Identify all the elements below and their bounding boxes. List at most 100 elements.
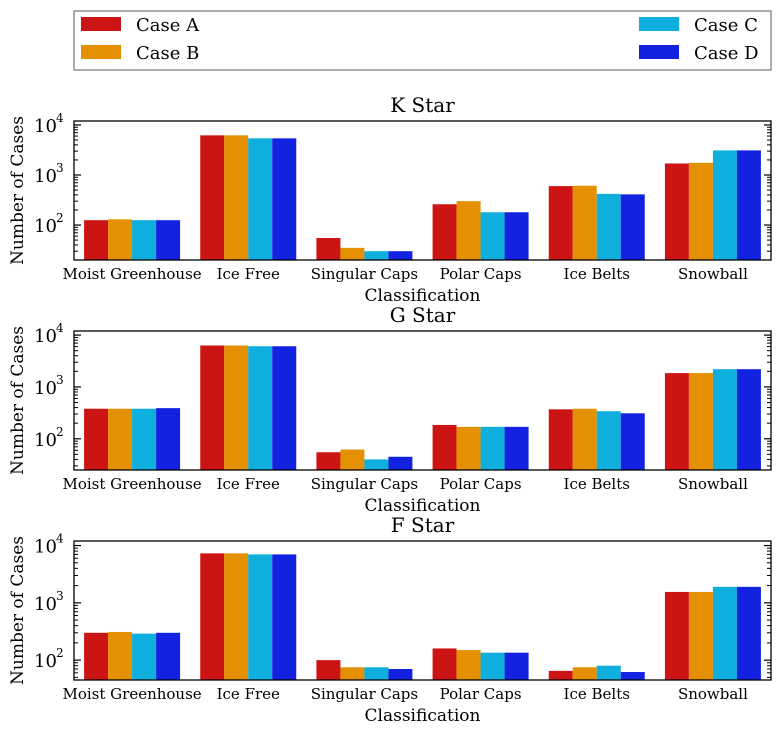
- bar-moist-greenhouse-case-b: [108, 408, 133, 470]
- axes-frame: [73, 540, 772, 681]
- bar-moist-greenhouse-case-c: [132, 633, 157, 680]
- y-tick-label: 10: [34, 651, 57, 672]
- bar-singular-caps-case-a: [316, 238, 341, 260]
- x-axis-label: Classification: [365, 706, 481, 726]
- bar-ice-belts-case-c: [596, 665, 621, 680]
- category-label-singular-caps: Singular Caps: [311, 265, 418, 283]
- bar-singular-caps-case-c: [364, 459, 389, 470]
- bar-ice-belts-case-a: [548, 670, 573, 680]
- bar-ice-belts-case-d: [620, 194, 645, 260]
- bar-polar-caps-case-a: [432, 424, 457, 470]
- category-label-polar-caps: Polar Caps: [440, 475, 522, 493]
- y-tick-label-exponent: 2: [56, 425, 64, 439]
- bar-singular-caps-case-b: [340, 247, 365, 260]
- panel-f-star: F Star Moist Greenhouse Ice Free Singular C…: [8, 513, 772, 726]
- category-label-moist-greenhouse: Moist Greenhouse: [62, 265, 201, 283]
- bar-polar-caps-case-c: [480, 212, 505, 260]
- bar-ice-free-case-b: [224, 135, 249, 260]
- y-tick-label: 10: [34, 116, 57, 137]
- chart-title: G Star: [390, 303, 456, 327]
- category-label-singular-caps: Singular Caps: [311, 685, 418, 703]
- bar-ice-free-case-d: [272, 554, 297, 680]
- bar-ice-free-case-c: [248, 554, 273, 680]
- category-label-polar-caps: Polar Caps: [440, 265, 522, 283]
- bar-ice-free-case-d: [272, 346, 297, 470]
- category-label-ice-free: Ice Free: [217, 265, 280, 283]
- y-tick-label-exponent: 4: [56, 111, 64, 125]
- legend-swatch-case-a: [81, 17, 121, 31]
- bar-ice-belts-case-d: [620, 413, 645, 470]
- bar-moist-greenhouse-case-d: [156, 408, 181, 470]
- y-tick-label: 10: [34, 326, 57, 347]
- category-label-ice-belts: Ice Belts: [564, 685, 630, 703]
- bar-polar-caps-case-b: [456, 650, 481, 680]
- legend-swatch-case-b: [81, 45, 121, 59]
- bar-moist-greenhouse-case-a: [84, 220, 109, 260]
- x-axis-label: Classification: [365, 496, 481, 516]
- bar-ice-belts-case-a: [548, 409, 573, 470]
- category-label-ice-belts: Ice Belts: [564, 475, 630, 493]
- bar-ice-belts-case-b: [572, 408, 597, 470]
- panel-g-star: G Star Moist Greenhouse Ice Free Singular C…: [8, 303, 772, 516]
- bar-ice-belts-case-d: [620, 672, 645, 680]
- bar-snowball-case-b: [688, 373, 713, 470]
- bar-ice-free-case-a: [200, 345, 225, 470]
- bar-ice-belts-case-c: [596, 193, 621, 260]
- category-label-snowball: Snowball: [678, 685, 748, 703]
- bar-polar-caps-case-b: [456, 426, 481, 470]
- category-label-moist-greenhouse: Moist Greenhouse: [62, 685, 201, 703]
- bar-singular-caps-case-d: [388, 251, 413, 260]
- y-tick-label-exponent: 3: [56, 373, 64, 387]
- bar-moist-greenhouse-case-c: [132, 220, 157, 260]
- bar-moist-greenhouse-case-d: [156, 632, 181, 680]
- legend: Case A Case B Case C Case D: [73, 10, 772, 71]
- category-label-polar-caps: Polar Caps: [440, 685, 522, 703]
- bar-ice-free-case-a: [200, 135, 225, 260]
- y-axis-label: Number of Cases: [8, 116, 28, 265]
- bar-moist-greenhouse-case-b: [108, 631, 133, 680]
- y-tick-label: 10: [34, 430, 57, 451]
- category-label-ice-belts: Ice Belts: [564, 265, 630, 283]
- category-label-snowball: Snowball: [678, 475, 748, 493]
- chart-title: K Star: [390, 93, 455, 117]
- bar-moist-greenhouse-case-d: [156, 220, 181, 260]
- y-axis-label: Number of Cases: [8, 536, 28, 685]
- bar-ice-belts-case-c: [596, 411, 621, 470]
- panel-k-star: K Star Moist Greenhouse Ice Free Singular C…: [8, 93, 772, 306]
- bar-snowball-case-c: [712, 586, 737, 680]
- category-label-ice-free: Ice Free: [217, 475, 280, 493]
- bar-polar-caps-case-a: [432, 648, 457, 680]
- bar-snowball-case-c: [712, 150, 737, 260]
- bar-singular-caps-case-a: [316, 452, 341, 470]
- bar-snowball-case-d: [736, 586, 761, 680]
- legend-swatch-case-c: [639, 17, 679, 31]
- bar-snowball-case-b: [688, 162, 713, 260]
- bar-ice-free-case-b: [224, 553, 249, 680]
- bar-singular-caps-case-b: [340, 667, 365, 680]
- category-label-moist-greenhouse: Moist Greenhouse: [62, 475, 201, 493]
- legend-label-case-a: Case A: [136, 15, 200, 36]
- bar-polar-caps-case-d: [504, 212, 529, 260]
- axes-frame: [73, 330, 772, 471]
- y-tick-label-exponent: 3: [56, 161, 64, 175]
- bar-snowball-case-b: [688, 591, 713, 680]
- bar-polar-caps-case-c: [480, 426, 505, 470]
- y-tick-label-exponent: 4: [56, 321, 64, 335]
- y-tick-label: 10: [34, 166, 57, 187]
- category-label-snowball: Snowball: [678, 265, 748, 283]
- bar-ice-free-case-b: [224, 345, 249, 470]
- legend-label-case-d: Case D: [694, 43, 759, 64]
- bar-ice-free-case-c: [248, 346, 273, 470]
- bar-snowball-case-d: [736, 369, 761, 470]
- legend-label-case-c: Case C: [694, 15, 758, 36]
- bar-singular-caps-case-c: [364, 667, 389, 680]
- legend-swatch-case-d: [639, 45, 679, 59]
- y-tick-label-exponent: 2: [56, 646, 64, 660]
- bar-ice-belts-case-b: [572, 667, 597, 680]
- bar-singular-caps-case-c: [364, 251, 389, 260]
- bar-polar-caps-case-c: [480, 652, 505, 680]
- bar-ice-free-case-d: [272, 138, 297, 260]
- bar-moist-greenhouse-case-a: [84, 632, 109, 680]
- bar-ice-belts-case-a: [548, 186, 573, 260]
- category-label-singular-caps: Singular Caps: [311, 475, 418, 493]
